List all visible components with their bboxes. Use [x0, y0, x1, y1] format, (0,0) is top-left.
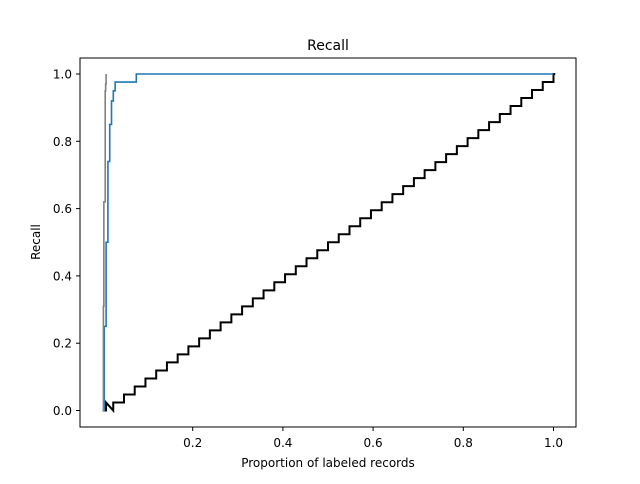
x-tick-label: 0.8	[454, 436, 473, 450]
chart-title: Recall	[307, 38, 349, 54]
y-tick-label: 1.0	[53, 68, 72, 82]
series-line-optimal	[102, 74, 107, 412]
x-tick-label: 1.0	[544, 436, 563, 450]
series-line-model	[102, 73, 554, 412]
y-axis-label: Recall	[29, 224, 43, 260]
x-axis-ticks: 0.2 0.4 0.6 0.8 1.0	[183, 427, 563, 450]
y-tick-label: 0.4	[53, 269, 72, 283]
x-axis-label: Proportion of labeled records	[241, 456, 415, 470]
y-axis-ticks: 0.0 0.2 0.4 0.6 0.8 1.0	[53, 68, 80, 418]
y-tick-label: 0.8	[53, 135, 72, 149]
x-tick-label: 0.2	[183, 436, 202, 450]
plot-frame	[79, 57, 577, 428]
y-tick-label: 0.2	[53, 337, 72, 351]
series-layer	[102, 73, 556, 414]
y-tick-label: 0.0	[53, 404, 72, 418]
x-tick-label: 0.6	[364, 436, 383, 450]
x-tick-label: 0.4	[273, 436, 292, 450]
y-tick-label: 0.6	[53, 202, 72, 216]
series-line-random	[102, 73, 556, 414]
